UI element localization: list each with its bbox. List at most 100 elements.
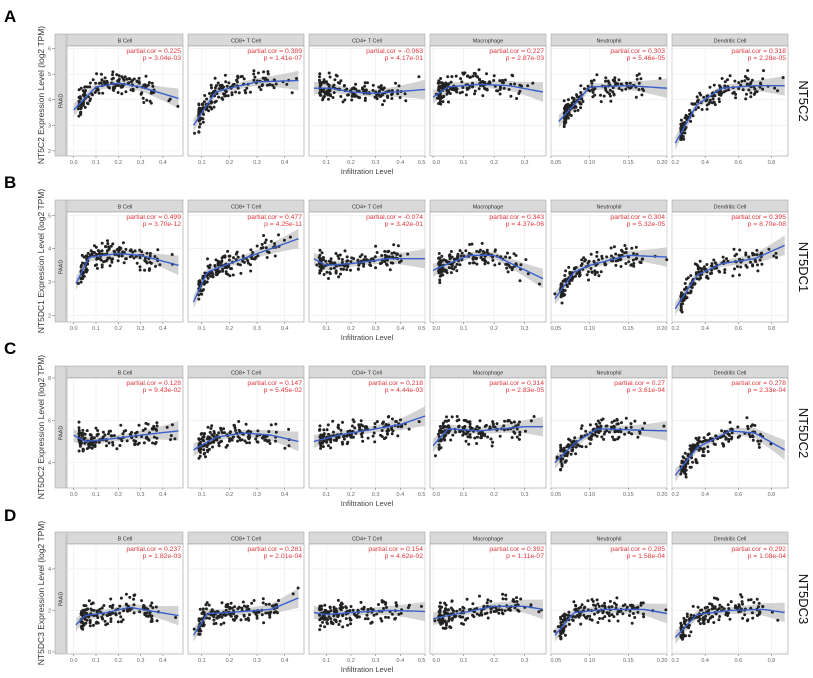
trend-line xyxy=(432,83,544,98)
x-tick-label: 0.1 xyxy=(322,326,330,332)
data-point xyxy=(605,90,609,94)
data-point xyxy=(214,84,218,88)
data-point xyxy=(321,620,324,624)
x-tick-label: 0.2 xyxy=(490,492,498,498)
x-tick-label: 0.6 xyxy=(734,160,742,166)
data-point xyxy=(593,269,597,273)
data-point xyxy=(598,429,602,433)
data-point xyxy=(723,271,727,274)
data-point xyxy=(362,258,366,262)
data-point xyxy=(751,438,755,442)
data-point xyxy=(585,273,589,277)
x-tick-label: 0.3 xyxy=(253,658,261,664)
data-point xyxy=(149,101,153,105)
data-point xyxy=(364,88,368,92)
data-point xyxy=(608,94,612,98)
data-point xyxy=(620,249,624,253)
data-point xyxy=(440,254,444,258)
data-point xyxy=(439,273,443,277)
data-point xyxy=(380,599,384,603)
data-point xyxy=(464,93,468,97)
data-point xyxy=(560,464,564,468)
data-point xyxy=(155,619,159,623)
data-point xyxy=(473,92,476,96)
data-point xyxy=(384,602,388,606)
data-point xyxy=(362,262,366,266)
data-point xyxy=(346,430,350,433)
data-point xyxy=(79,280,83,284)
x-tick-label: 0.2 xyxy=(114,160,122,166)
x-tick-label: 0.3 xyxy=(372,326,380,332)
data-point xyxy=(282,238,286,242)
data-point xyxy=(342,267,345,271)
data-point xyxy=(781,76,785,80)
partial-cor-label: partial.cor = 0.218 xyxy=(368,380,423,387)
data-point xyxy=(690,286,694,289)
data-point xyxy=(776,618,780,622)
plot-area xyxy=(550,211,668,323)
data-point xyxy=(266,72,270,76)
data-point xyxy=(465,88,469,91)
data-point xyxy=(169,438,172,442)
data-point xyxy=(252,69,256,73)
data-point xyxy=(275,603,278,607)
data-point xyxy=(84,608,88,612)
data-point xyxy=(253,75,257,79)
data-point xyxy=(458,608,462,611)
data-point xyxy=(134,439,138,443)
data-point xyxy=(466,420,470,424)
data-point xyxy=(331,419,335,423)
data-point xyxy=(688,108,691,112)
data-point xyxy=(201,120,205,124)
data-point xyxy=(469,426,473,429)
data-point xyxy=(214,270,218,274)
data-point xyxy=(277,233,280,237)
data-point xyxy=(612,245,616,249)
data-point xyxy=(474,74,478,78)
data-point xyxy=(564,624,568,628)
data-point xyxy=(689,630,693,634)
x-tick-label: 0.4 xyxy=(701,492,709,498)
data-point xyxy=(223,431,226,435)
data-point xyxy=(758,611,762,615)
data-point xyxy=(325,440,329,444)
data-point xyxy=(119,620,123,624)
data-point xyxy=(116,259,120,263)
data-point xyxy=(131,250,135,254)
data-point xyxy=(339,95,343,98)
data-point xyxy=(681,121,685,125)
data-point xyxy=(371,257,375,261)
x-tick-label: 0.8 xyxy=(768,326,776,332)
data-point xyxy=(259,88,263,92)
data-point xyxy=(713,606,717,610)
data-point xyxy=(480,241,484,245)
y-axis-label: NT5DC3 Expression Level (log2 TPM) xyxy=(36,521,46,666)
data-point xyxy=(574,452,578,456)
x-tick-label: 0.05 xyxy=(551,658,562,664)
data-point xyxy=(79,97,83,101)
data-point xyxy=(614,252,618,256)
data-point xyxy=(582,87,586,91)
data-point xyxy=(711,97,715,101)
x-tick-label: 0.15 xyxy=(623,658,634,664)
x-tick-label: 0.1 xyxy=(92,326,100,332)
data-point xyxy=(486,435,490,439)
data-point xyxy=(227,81,231,85)
data-point xyxy=(240,438,244,442)
data-point xyxy=(96,616,100,620)
data-point xyxy=(485,611,489,615)
data-point xyxy=(203,451,207,455)
data-point xyxy=(381,422,384,425)
data-point xyxy=(639,603,643,607)
data-point xyxy=(774,251,778,255)
data-point xyxy=(82,274,86,278)
data-point xyxy=(338,619,342,623)
data-point xyxy=(573,109,577,113)
data-point xyxy=(752,253,756,256)
data-point xyxy=(580,445,584,449)
data-point xyxy=(341,420,344,424)
data-point xyxy=(595,73,599,77)
data-point xyxy=(679,633,683,637)
